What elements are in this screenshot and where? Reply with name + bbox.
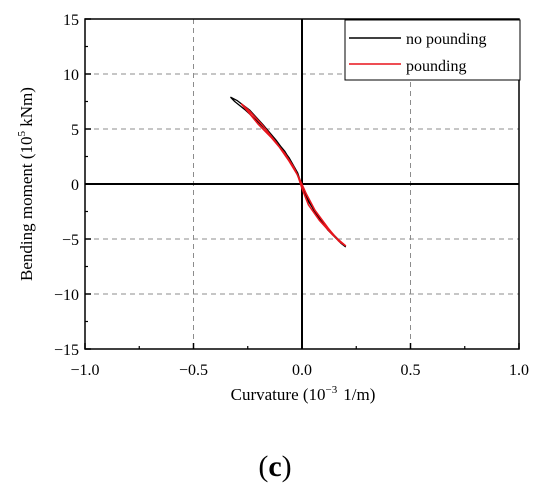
y-axis-title: Bending moment (105 kNm) [16, 87, 36, 281]
x-axis-title-exponent: −3 [326, 384, 338, 396]
x-tick-label: 0.0 [292, 362, 312, 379]
x-tick-label: −1.0 [70, 362, 99, 379]
x-axis-title-main: Curvature (10 [231, 385, 326, 404]
series-line-pounding [240, 103, 347, 247]
series-lines [229, 96, 347, 248]
y-tick-label: 0 [71, 177, 79, 194]
y-tick-label: 5 [71, 122, 79, 139]
legend-box [344, 19, 521, 81]
x-tick-label: 1.0 [509, 362, 529, 379]
y-tick-label: −15 [54, 342, 79, 359]
x-axis-title-unit: 1/m) [343, 385, 375, 404]
y-tick-label: 10 [63, 67, 79, 84]
panel-label-close: ) [282, 450, 292, 483]
legend-label-pounding: pounding [406, 58, 466, 75]
legend: no pounding pounding [344, 19, 521, 81]
panel-label-letter: c [268, 450, 281, 483]
x-tick-label: 0.5 [401, 362, 421, 379]
y-axis-title-unit: kNm) [17, 87, 36, 131]
y-tick-label: −10 [54, 287, 79, 304]
x-tick-label: −0.5 [179, 362, 208, 379]
y-tick-label: 15 [63, 12, 79, 29]
y-axis-title-exponent: 5 [16, 130, 28, 136]
y-axis-title-main: Bending moment (10 [17, 136, 36, 280]
panel-label: (c) [258, 450, 291, 483]
y-tick-label: −5 [62, 232, 79, 249]
axis-ticks [84, 18, 520, 350]
tick-labels: −1.0 −0.5 0.0 0.5 1.0 −15 −10 −5 0 5 10 15 [54, 12, 529, 379]
panel-label-open: ( [258, 450, 268, 483]
x-axis-title: Curvature (10−3 1/m) [231, 384, 376, 404]
legend-label-no-pounding: no pounding [406, 31, 486, 48]
